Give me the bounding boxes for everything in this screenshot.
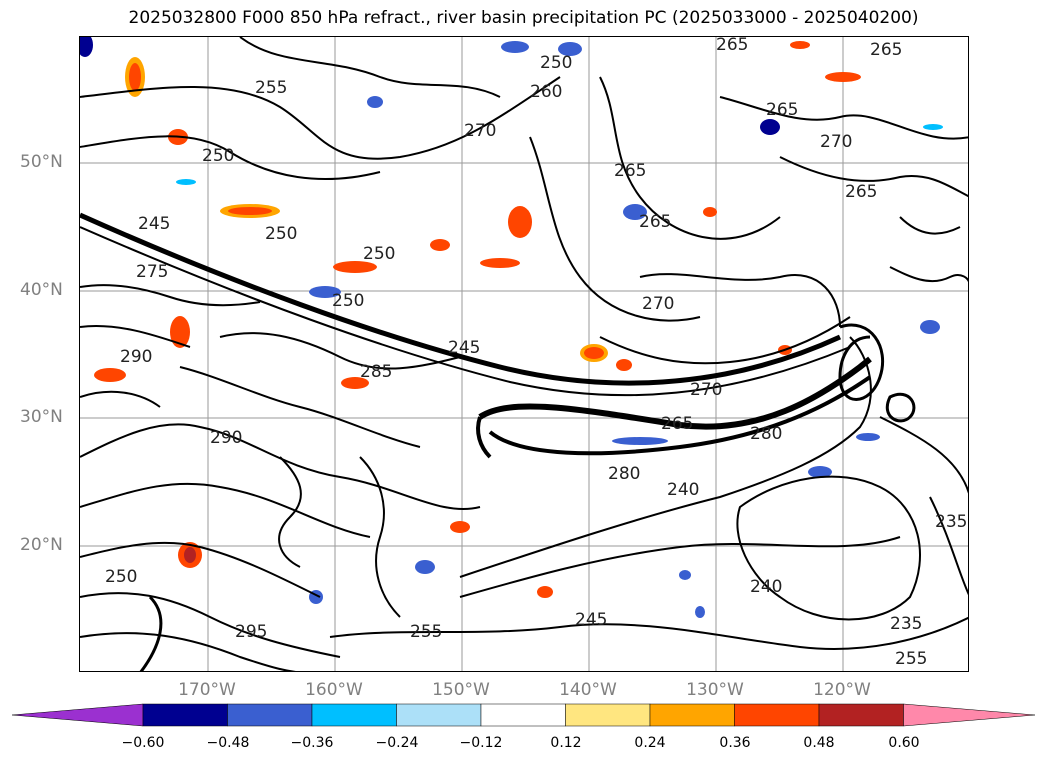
contour-label: 240 [750,577,782,597]
contour-label: 280 [608,464,640,484]
contour-label: 265 [766,100,798,120]
map-panel: 265 265 250 260 270 265 255 250 270 265 … [79,36,969,672]
lon-label-130w: 130°W [686,680,744,700]
colorbar-segment [480,703,566,727]
contour-label: 265 [639,212,671,232]
colorbar-segment [734,703,820,727]
contour-label: 290 [120,347,152,367]
lon-label-140w: 140°W [559,680,617,700]
contour-label: 250 [540,53,572,73]
contour-label: 270 [464,121,496,141]
contour-label: 275 [136,262,168,282]
colorbar-segment [818,703,904,727]
contour-label: 265 [661,414,693,434]
contour-label: 235 [935,512,967,532]
contour-label: 245 [575,610,607,630]
contour-labels: 265 265 250 260 270 265 255 250 270 265 … [105,37,967,669]
contour-label: 280 [750,424,782,444]
colorbar-tick: 0.36 [719,735,751,751]
colorbar-extend-low [11,703,144,727]
colorbar-segment [142,703,228,727]
lon-label-160w: 160°W [305,680,363,700]
contour-label: 255 [255,78,287,98]
contour-label: 250 [265,224,297,244]
lat-label-40n: 40°N [20,280,63,300]
contour-label: 255 [410,622,442,642]
refractivity-contours [80,37,968,671]
colorbar-tick: −0.60 [121,735,165,751]
map-canvas: 265 265 250 260 270 265 255 250 270 265 … [80,37,968,671]
lat-label-50n: 50°N [20,152,63,172]
colorbar-tick: 0.60 [888,735,920,751]
contour-label: 270 [690,380,722,400]
lon-label-150w: 150°W [432,680,490,700]
colorbar-tick: −0.24 [375,735,419,751]
contour-label: 270 [642,294,674,314]
colorbar-tick: −0.36 [290,735,334,751]
contour-label: 270 [820,132,852,152]
contour-label: 250 [363,244,395,264]
map-title: 2025032800 F000 850 hPa refract., river … [128,8,919,28]
contour-label: 255 [895,649,927,669]
contour-label: 250 [202,146,234,166]
contour-label: 245 [138,214,170,234]
colorbar-tick: 0.12 [550,735,582,751]
colorbar-tick: −0.12 [459,735,503,751]
contour-label: 265 [614,161,646,181]
contour-label: 245 [448,338,480,358]
contour-label: 265 [845,182,877,202]
colorbar-segment [396,703,482,727]
contour-label: 265 [716,37,748,55]
colorbar-tick: 0.24 [634,735,666,751]
colorbar-tick: 0.48 [803,735,835,751]
lon-label-170w: 170°W [178,680,236,700]
contour-label: 240 [667,480,699,500]
lat-label-30n: 30°N [20,407,63,427]
contour-label: 235 [890,614,922,634]
colorbar-tick: −0.48 [206,735,250,751]
contour-band-south [478,356,872,430]
contour-label: 250 [332,291,364,311]
colorbar-segment [649,703,735,727]
lat-label-20n: 20°N [20,535,63,555]
contour-label: 290 [210,428,242,448]
pc-shading [80,37,943,618]
contour-band-north [80,212,842,386]
colorbar-segment [227,703,313,727]
contour-label: 295 [235,622,267,642]
contour-closed-240 [736,475,921,621]
colorbar [11,703,1036,727]
colorbar-segment [565,703,651,727]
contour-label: 285 [360,362,392,382]
colorbar-extend-high [903,703,1036,727]
lon-label-120w: 120°W [813,680,871,700]
contour-label: 250 [105,567,137,587]
contour-label: 265 [870,40,902,60]
colorbar-segment [311,703,397,727]
contour-label: 260 [530,82,562,102]
